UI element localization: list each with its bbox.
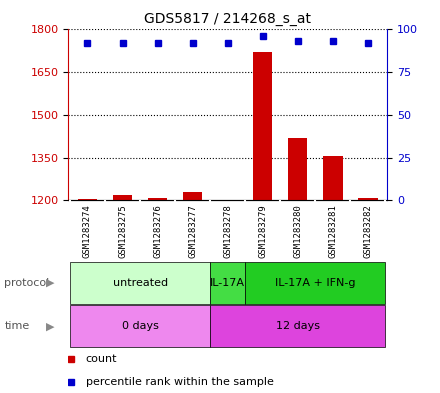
Text: IL-17A: IL-17A bbox=[210, 278, 245, 288]
Bar bbox=[210, 262, 245, 304]
Text: 12 days: 12 days bbox=[276, 321, 320, 331]
Text: GSM1283280: GSM1283280 bbox=[293, 204, 302, 258]
Bar bbox=[183, 193, 202, 200]
Text: protocol: protocol bbox=[4, 278, 50, 288]
Bar bbox=[113, 195, 132, 200]
Text: GSM1283277: GSM1283277 bbox=[188, 204, 197, 258]
Text: 0 days: 0 days bbox=[121, 321, 158, 331]
Text: ▶: ▶ bbox=[46, 278, 55, 288]
Title: GDS5817 / 214268_s_at: GDS5817 / 214268_s_at bbox=[144, 12, 311, 26]
Bar bbox=[210, 305, 385, 347]
Text: GSM1283274: GSM1283274 bbox=[83, 204, 92, 258]
Text: GSM1283276: GSM1283276 bbox=[153, 204, 162, 258]
Text: count: count bbox=[86, 354, 117, 364]
Bar bbox=[253, 52, 272, 200]
Text: GSM1283281: GSM1283281 bbox=[328, 204, 337, 258]
Text: ▶: ▶ bbox=[46, 321, 55, 331]
Text: untreated: untreated bbox=[113, 278, 168, 288]
Bar bbox=[245, 262, 385, 304]
Bar bbox=[288, 138, 308, 200]
Bar bbox=[70, 262, 210, 304]
Bar bbox=[358, 198, 378, 200]
Text: percentile rank within the sample: percentile rank within the sample bbox=[86, 377, 274, 387]
Bar bbox=[148, 198, 167, 200]
Text: GSM1283279: GSM1283279 bbox=[258, 204, 267, 258]
Text: GSM1283275: GSM1283275 bbox=[118, 204, 127, 258]
Bar bbox=[70, 305, 210, 347]
Text: GSM1283282: GSM1283282 bbox=[363, 204, 372, 258]
Text: IL-17A + IFN-g: IL-17A + IFN-g bbox=[275, 278, 356, 288]
Text: time: time bbox=[4, 321, 29, 331]
Bar bbox=[78, 199, 97, 200]
Bar bbox=[323, 156, 342, 200]
Text: GSM1283278: GSM1283278 bbox=[223, 204, 232, 258]
